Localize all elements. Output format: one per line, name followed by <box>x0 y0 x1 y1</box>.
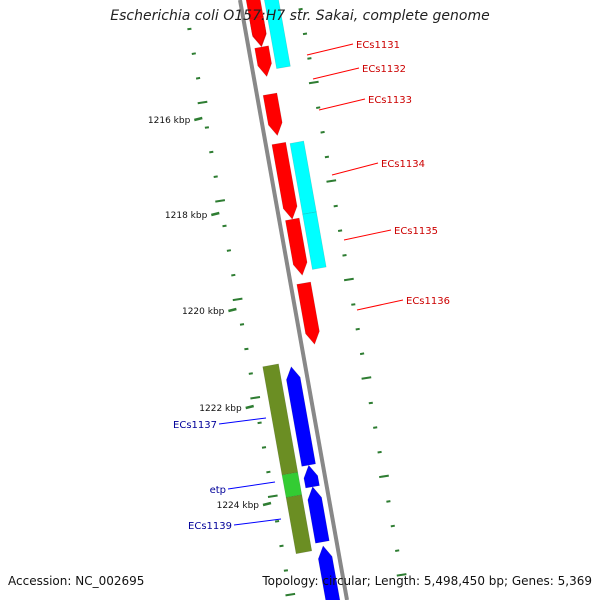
left-scale-tick <box>261 446 267 449</box>
right-scale-tick <box>368 401 373 405</box>
right-scale-tick <box>308 80 319 85</box>
scale-major-tick <box>245 404 255 410</box>
left-scale-tick <box>279 544 284 548</box>
scale-labels: 1216 kbp 1218 kbp 1220 kbp 1222 kbp 1224 kbp <box>148 116 272 511</box>
right-scale-tick <box>324 155 330 159</box>
left-scale-tick <box>250 396 261 400</box>
left-scale-tick <box>244 347 249 351</box>
right-scale-tick <box>307 57 312 60</box>
left-scale-tick <box>231 273 236 277</box>
right-scale-tick <box>361 376 372 380</box>
left-scale-tick <box>285 592 296 597</box>
right-scale-tick <box>337 229 343 232</box>
forward-gene-4 <box>271 141 298 220</box>
reverse-blast-hit <box>285 494 313 555</box>
left-scale-tick <box>209 150 214 154</box>
right-scale-tick <box>386 500 391 503</box>
forward-blast-hit <box>264 0 291 69</box>
scale-major-tick <box>228 307 237 313</box>
reverse-gene <box>303 464 320 489</box>
forward-gene-leader <box>306 43 354 56</box>
forward-gene-6 <box>296 281 320 345</box>
right-scale-tick <box>320 130 325 134</box>
forward-gene-leader <box>343 229 392 241</box>
scale-label: 1218 kbp <box>165 211 208 221</box>
left-scale-tick <box>232 297 243 302</box>
reverse-gene <box>317 545 341 600</box>
scale-label: 1224 kbp <box>217 501 260 511</box>
left-scale-tick <box>266 470 271 474</box>
left-scale-tick <box>215 199 226 203</box>
right-scale-tick <box>359 352 365 356</box>
reverse-gene <box>286 366 316 467</box>
right-scale-tick <box>395 549 400 552</box>
accession-text: Accession: NC_002695 <box>8 574 145 588</box>
forward-gene-5 <box>285 217 308 276</box>
forward-gene-label: ECs1134 <box>381 159 425 170</box>
scale-label: 1222 kbp <box>199 404 242 414</box>
left-scale-tick <box>222 224 227 228</box>
scale-label: 1220 kbp <box>182 307 225 317</box>
left-scale-tick <box>187 27 192 31</box>
left-scale-tick <box>195 76 201 80</box>
right-scale-tick <box>355 327 360 331</box>
reverse-gene-leader <box>218 417 267 425</box>
right-scale-tick <box>351 303 356 306</box>
left-scale-tick <box>226 249 232 252</box>
forward-gene-label: ECs1136 <box>406 296 450 307</box>
forward-gene-label: ECs1135 <box>394 226 438 237</box>
scale-major-tick <box>193 116 203 122</box>
highlight-blast-hit <box>281 471 303 498</box>
left-scale-tick <box>191 52 196 55</box>
right-scale-tick <box>298 7 303 11</box>
map-title: Escherichia coli O157:H7 str. Sakai, com… <box>110 8 490 24</box>
right-scale-tick <box>379 474 389 479</box>
right-scale-tick <box>396 573 407 577</box>
forward-gene-leader <box>356 299 404 311</box>
right-scale-tick <box>373 426 378 429</box>
forward-gene-fragment <box>249 15 267 46</box>
reverse-gene-leader <box>233 518 282 526</box>
right-scale-tick <box>316 106 321 109</box>
right-scale-tick <box>343 277 354 282</box>
left-scale-tick <box>239 323 245 326</box>
left-scale-tick <box>213 175 218 178</box>
left-scale-tick <box>257 421 262 425</box>
left-scale-tick <box>197 100 208 105</box>
left-scale-tick <box>204 126 210 129</box>
scale-major-tick <box>210 211 220 217</box>
forward-gene-label: ECs1132 <box>362 64 406 75</box>
reverse-gene-label: ECs1139 <box>188 521 232 532</box>
genome-backbone <box>238 0 349 600</box>
right-scale-tick <box>302 32 308 36</box>
left-scale-tick <box>267 494 278 498</box>
left-scale-tick <box>274 520 280 523</box>
forward-gene-label: ECs1131 <box>356 40 400 51</box>
scale-label: 1216 kbp <box>148 116 191 126</box>
right-scale-tick <box>390 524 395 528</box>
left-scale-tick <box>283 569 289 572</box>
reverse-gene-leader <box>227 481 276 490</box>
reverse-gene <box>307 486 330 544</box>
forward-gene-3 <box>262 92 283 137</box>
reverse-gene-label: etp <box>210 485 226 496</box>
forward-gene-label: ECs1133 <box>368 95 412 106</box>
right-scale-tick <box>326 179 337 183</box>
forward-gene-2 <box>254 45 272 78</box>
scale-major-tick <box>262 501 272 507</box>
forward-blast-hit <box>302 211 327 270</box>
forward-gene-leader <box>331 162 379 176</box>
forward-gene-leader <box>318 98 366 111</box>
right-scale-tick <box>342 254 347 257</box>
forward-gene-leader <box>312 67 360 80</box>
topology-text: Topology: circular; Length: 5,498,450 bp… <box>262 574 592 588</box>
left-scale-tick <box>248 372 253 375</box>
reverse-gene-label: ECs1137 <box>173 420 217 431</box>
right-scale-tick <box>377 450 382 454</box>
right-scale-tick <box>333 204 338 208</box>
